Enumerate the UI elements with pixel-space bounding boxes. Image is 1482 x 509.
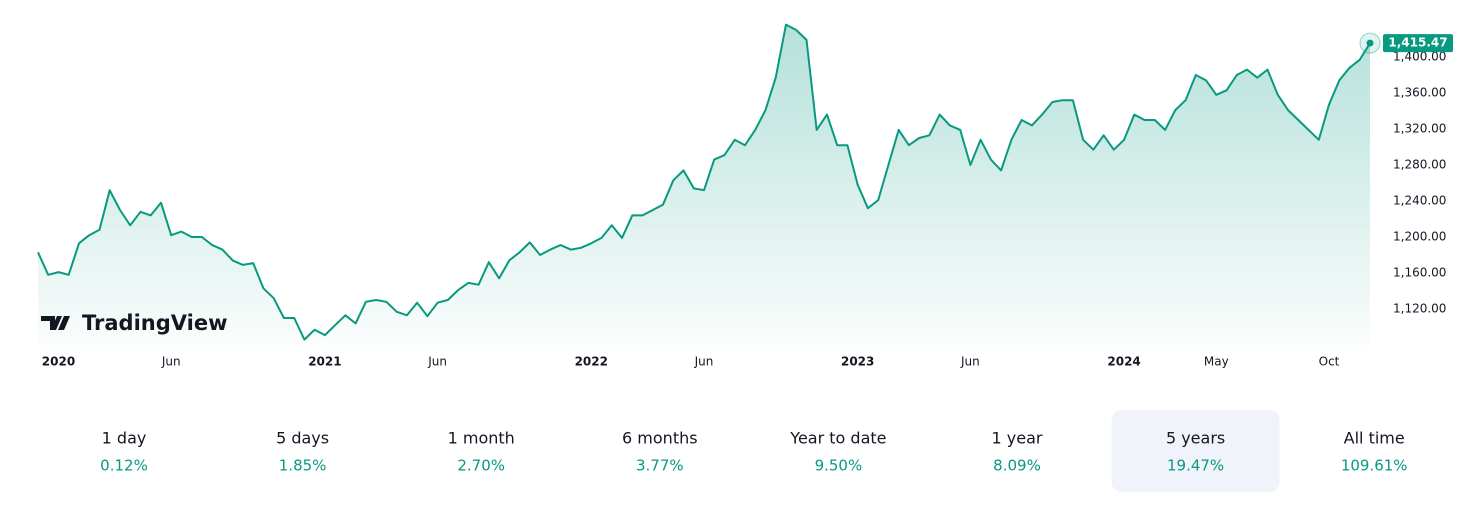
area <box>38 24 1370 345</box>
last-point <box>1366 39 1374 47</box>
period-change: 1.85% <box>279 457 327 475</box>
period-button[interactable]: 1 month 2.70% <box>448 429 515 475</box>
period-button[interactable]: 1 year 8.09% <box>992 429 1043 475</box>
y-tick-label: 1,240.00 <box>1393 194 1446 208</box>
period-button[interactable]: 5 days 1.85% <box>276 429 329 475</box>
y-tick-label: 1,280.00 <box>1393 158 1446 172</box>
period-change: 9.50% <box>815 457 863 475</box>
y-tick-label: 1,360.00 <box>1393 86 1446 100</box>
period-button[interactable]: 6 months 3.77% <box>622 429 698 475</box>
period-label: 1 month <box>448 429 515 448</box>
x-tick-label: 2023 <box>841 355 874 369</box>
y-tick-label: 1,160.00 <box>1393 266 1446 280</box>
period-selected-bg <box>1111 410 1280 492</box>
period-label: 5 days <box>276 429 329 448</box>
x-tick-label: 2024 <box>1107 355 1140 369</box>
x-tick-label: 2022 <box>575 355 608 369</box>
y-tick-label: 1,400.00 <box>1393 50 1446 64</box>
x-tick-label: 2021 <box>308 355 341 369</box>
period-button[interactable]: 5 years 19.47% <box>1111 410 1280 492</box>
period-label: 5 years <box>1166 429 1225 448</box>
x-tick-label: 2020 <box>42 355 75 369</box>
x-tick-label: Jun <box>960 355 980 369</box>
period-change: 109.61% <box>1341 457 1408 475</box>
period-button[interactable]: All time 109.61% <box>1341 429 1408 475</box>
last-price-label: 1,415.47 <box>1388 36 1447 50</box>
line <box>37 23 1371 341</box>
period-change: 0.12% <box>100 457 148 475</box>
period-change: 3.77% <box>636 457 684 475</box>
x-tick-label: May <box>1204 355 1229 369</box>
y-tick-label: 1,120.00 <box>1393 302 1446 316</box>
watermark: TradingView <box>82 311 227 335</box>
x-tick-label: Oct <box>1319 355 1340 369</box>
period-button[interactable]: 1 day 0.12% <box>100 429 148 475</box>
period-label: All time <box>1344 429 1405 448</box>
x-tick-label: Jun <box>694 355 714 369</box>
period-change: 19.47% <box>1167 457 1224 475</box>
last-price-box <box>1383 34 1453 53</box>
period-label: 6 months <box>622 429 698 448</box>
x-tick-label: Jun <box>161 355 181 369</box>
period-label: 1 day <box>102 429 147 448</box>
y-tick-label: 1,200.00 <box>1393 230 1446 244</box>
period-change: 2.70% <box>457 457 505 475</box>
period-change: 8.09% <box>993 457 1041 475</box>
period-label: 1 year <box>992 429 1043 448</box>
period-button[interactable]: Year to date 9.50% <box>789 429 886 475</box>
x-tick-label: Jun <box>427 355 447 369</box>
period-label: Year to date <box>789 429 886 448</box>
logo: TradingView <box>41 311 227 335</box>
y-tick-label: 1,320.00 <box>1393 122 1446 136</box>
